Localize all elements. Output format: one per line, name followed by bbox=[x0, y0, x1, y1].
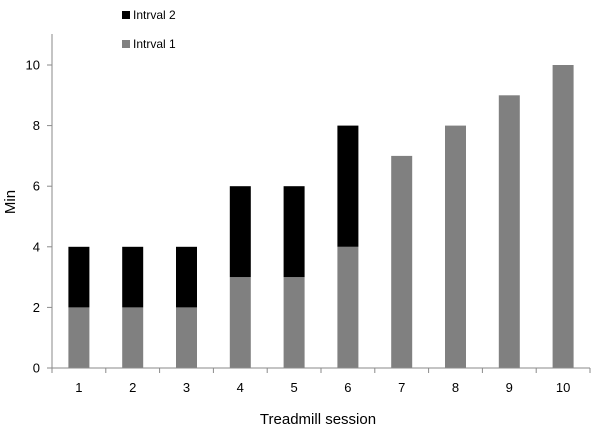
y-tick-label: 0 bbox=[33, 361, 40, 376]
bar-session-4-series-2 bbox=[229, 186, 251, 278]
x-tick-label: 8 bbox=[452, 380, 459, 395]
y-tick-label: 6 bbox=[33, 179, 40, 194]
bar-session-8-series-1 bbox=[445, 125, 466, 368]
bar-session-6-series-2 bbox=[337, 125, 359, 247]
bar-session-3-series-1 bbox=[176, 307, 197, 368]
bar-session-5-series-1 bbox=[283, 277, 305, 368]
legend-swatch-series-1 bbox=[122, 40, 130, 48]
x-tick-label: 1 bbox=[75, 380, 82, 395]
bar-session-7-series-1 bbox=[391, 155, 413, 368]
x-ticks-group: 1 2 3 4 5 6 7 8 9 10 bbox=[51, 368, 591, 395]
bar-session-5-series-2 bbox=[283, 186, 305, 278]
bar-session-10-series-1 bbox=[552, 65, 574, 368]
bar-session-1-series-1 bbox=[68, 307, 90, 368]
bar-session-3-series-2 bbox=[176, 246, 197, 308]
bar-session-6-series-1 bbox=[337, 246, 359, 368]
y-axis-title: Min bbox=[2, 190, 19, 214]
x-tick-label: 10 bbox=[556, 380, 570, 395]
x-tick-label: 4 bbox=[237, 380, 244, 395]
x-tick-label: 7 bbox=[398, 380, 405, 395]
legend: Intrval 2 Intrval 1 bbox=[122, 8, 176, 51]
y-tick-label: 10 bbox=[26, 58, 40, 73]
legend-label-series-1: Intrval 1 bbox=[133, 37, 176, 51]
y-tick-label: 4 bbox=[33, 239, 40, 254]
x-tick-label: 2 bbox=[129, 380, 136, 395]
bar-session-2-series-1 bbox=[122, 307, 144, 368]
x-tick-label: 9 bbox=[506, 380, 513, 395]
x-axis-title: Treadmill session bbox=[260, 411, 376, 428]
y-tick-label: 8 bbox=[33, 118, 40, 133]
y-tick-label: 2 bbox=[33, 300, 40, 315]
bar-session-9-series-1 bbox=[498, 95, 520, 369]
bars-group bbox=[68, 65, 574, 369]
bar-session-2-series-2 bbox=[122, 246, 144, 308]
y-ticks-group: 0 2 4 6 8 10 bbox=[26, 58, 52, 376]
legend-swatch-series-2 bbox=[122, 11, 130, 19]
legend-label-series-2: Intrval 2 bbox=[133, 8, 176, 22]
bar-session-1-series-2 bbox=[68, 246, 90, 308]
bar-session-4-series-1 bbox=[229, 277, 251, 368]
x-tick-label: 6 bbox=[344, 380, 351, 395]
x-tick-label: 5 bbox=[290, 380, 297, 395]
x-tick-label: 3 bbox=[183, 380, 190, 395]
